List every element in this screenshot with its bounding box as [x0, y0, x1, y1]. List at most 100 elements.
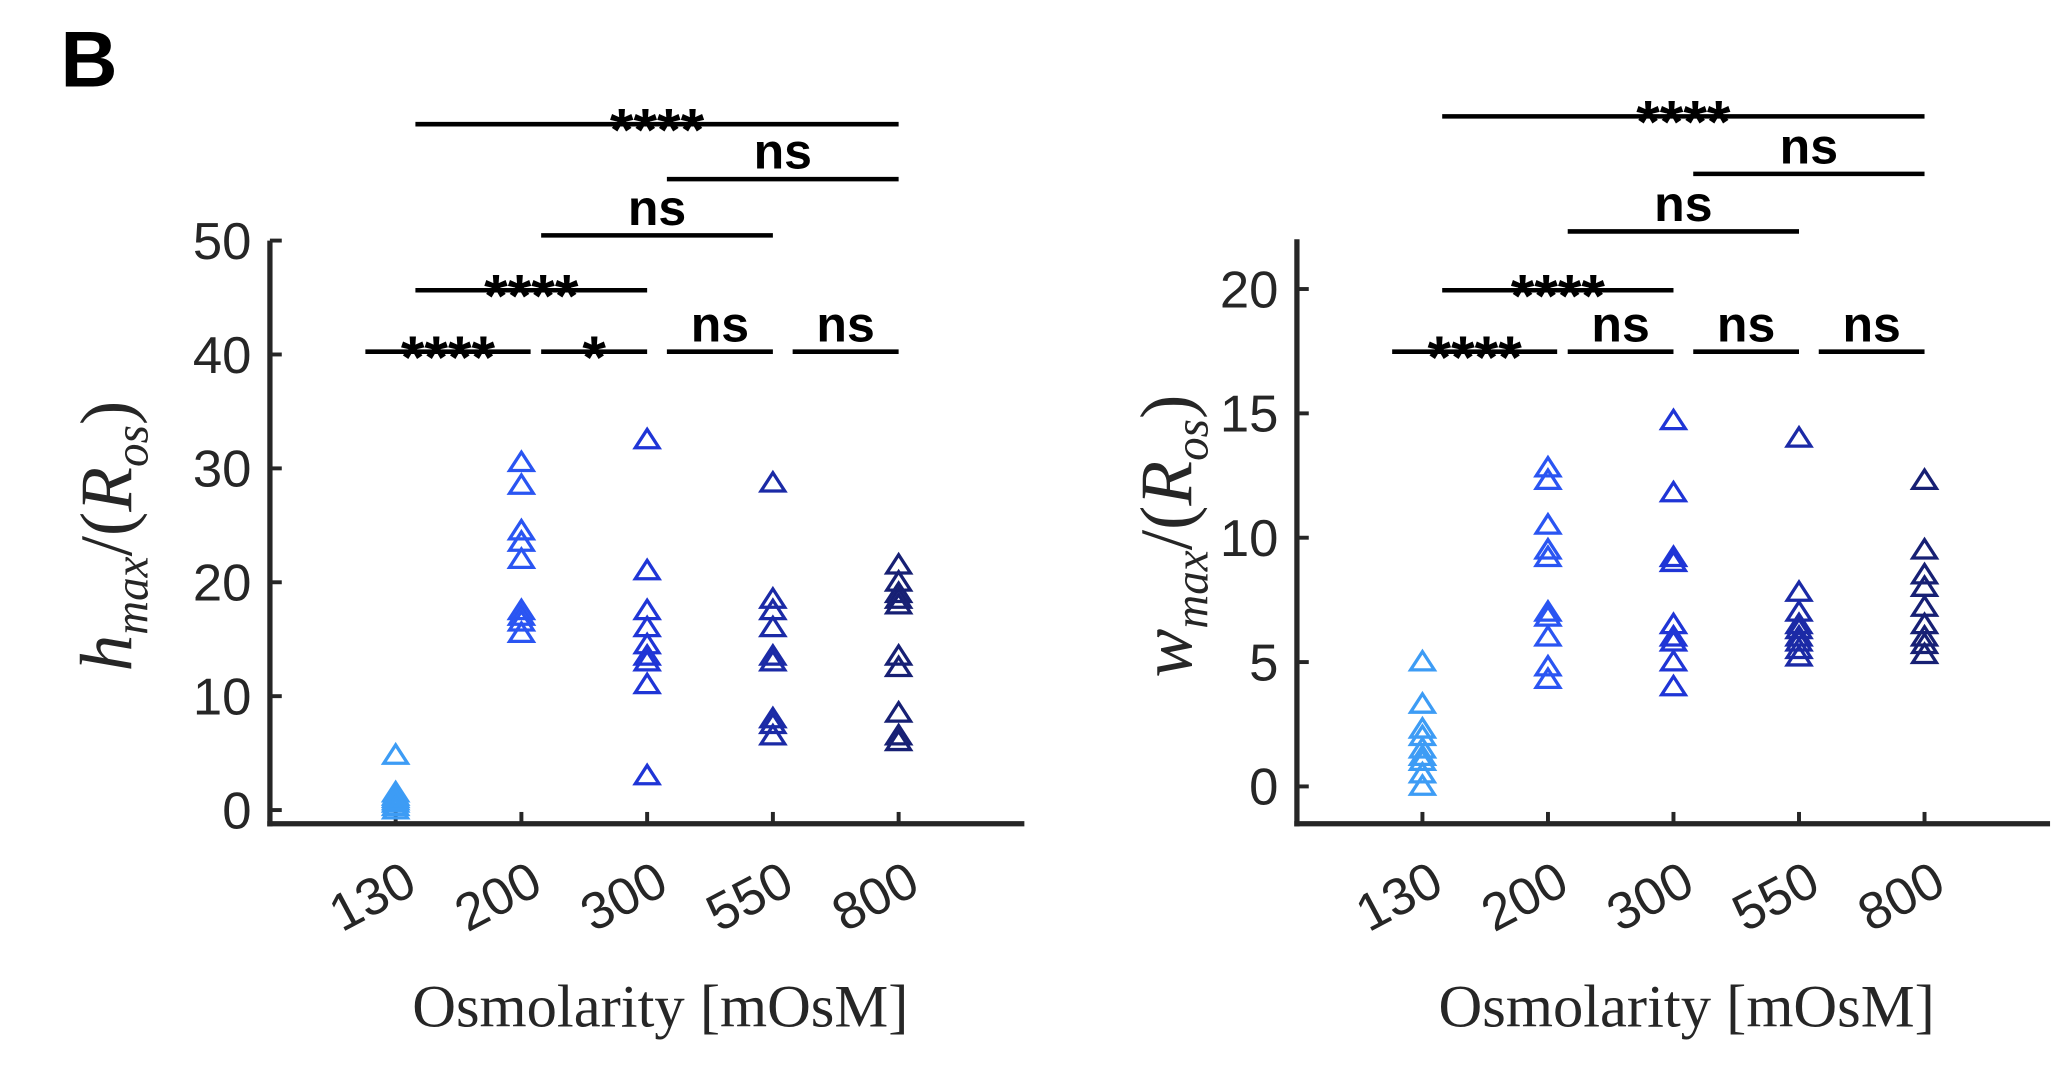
x-tick-label: 300 — [571, 850, 676, 943]
triangle-marker — [1784, 643, 1814, 667]
triangle-marker — [1533, 511, 1563, 535]
triangle-marker — [1658, 549, 1689, 573]
y-axis-label-part: R — [66, 467, 147, 513]
significance-label: ns — [691, 296, 749, 352]
triangle-marker — [1407, 772, 1438, 796]
y-axis-label-part: h — [66, 635, 147, 672]
y-tick-label: 0 — [1249, 758, 1278, 817]
triangle-marker — [1909, 641, 1940, 665]
triangle-marker — [506, 449, 537, 473]
significance-label: **** — [610, 96, 705, 164]
y-tick-label: 50 — [193, 212, 252, 271]
triangle-marker — [1784, 636, 1814, 660]
panel-label: B — [61, 16, 118, 104]
x-tick-label: 800 — [1849, 850, 1954, 943]
triangle-marker — [1533, 598, 1563, 622]
triangle-marker — [1658, 648, 1689, 672]
y-tick-label: 40 — [193, 326, 252, 385]
y-axis-label: hmax/(Ros) — [66, 401, 158, 672]
triangle-marker — [632, 648, 663, 672]
y-axis-label-part: max — [106, 556, 158, 634]
x-tick-label: 130 — [1346, 850, 1451, 943]
triangle-marker — [1909, 467, 1940, 490]
triangle-marker — [883, 642, 914, 666]
triangle-marker — [1784, 578, 1814, 602]
triangle-marker — [1658, 673, 1689, 697]
triangle-marker — [758, 711, 788, 735]
triangle-marker — [883, 722, 914, 746]
triangle-marker — [883, 585, 914, 609]
y-axis-label-part: ) — [66, 401, 147, 425]
triangle-marker — [883, 699, 914, 723]
triangle-marker — [632, 426, 663, 450]
triangle-marker — [506, 546, 537, 569]
triangle-marker — [1784, 424, 1814, 448]
triangle-marker — [1407, 648, 1438, 672]
significance-label: **** — [401, 323, 496, 391]
y-axis-label-part: w — [1126, 629, 1207, 678]
significance-label: * — [582, 323, 606, 391]
triangle-marker — [1407, 690, 1438, 714]
x-axis-label: Osmolarity [mOsM] — [1439, 974, 1935, 1041]
x-tick-label: 200 — [445, 850, 550, 943]
triangle-marker — [506, 471, 537, 495]
y-axis-label-part: os — [1166, 419, 1218, 461]
triangle-marker — [758, 648, 788, 672]
significance-label: ns — [1780, 119, 1838, 175]
triangle-marker — [1533, 665, 1563, 689]
significance-label: **** — [1636, 88, 1731, 156]
triangle-marker — [758, 585, 788, 609]
x-tick-label: 800 — [823, 850, 928, 943]
triangle-marker — [1658, 407, 1689, 431]
triangle-marker — [1533, 454, 1563, 478]
triangle-marker — [506, 517, 537, 541]
triangle-marker — [758, 642, 788, 666]
x-tick-label: 130 — [320, 850, 425, 943]
significance-label: ns — [1842, 296, 1900, 352]
significance-label: **** — [484, 262, 579, 330]
triangle-marker — [1407, 748, 1438, 772]
significance-label: ns — [816, 296, 874, 352]
x-tick-label: 300 — [1597, 850, 1702, 943]
y-tick-label: 0 — [222, 782, 251, 841]
triangle-marker — [1909, 536, 1940, 560]
y-tick-label: 20 — [193, 554, 252, 613]
triangle-marker — [883, 591, 914, 615]
significance-label: ns — [1717, 296, 1775, 352]
x-tick-label: 200 — [1472, 850, 1577, 943]
triangle-marker — [883, 728, 914, 752]
triangle-marker — [758, 614, 788, 638]
significance-label: ns — [754, 124, 812, 180]
y-axis-label-part: ) — [1126, 395, 1207, 419]
triangle-marker — [632, 671, 663, 695]
triangle-marker — [1533, 536, 1563, 560]
significance-label: **** — [1511, 262, 1606, 330]
triangle-marker — [1658, 479, 1689, 503]
triangle-marker — [1909, 561, 1940, 585]
x-tick-label: 550 — [1723, 850, 1828, 943]
triangle-marker — [1533, 544, 1563, 568]
triangle-marker — [758, 722, 788, 746]
triangle-marker — [1407, 760, 1438, 784]
triangle-marker — [632, 642, 663, 666]
triangle-marker — [380, 793, 411, 817]
significance-label: ns — [1654, 176, 1712, 232]
triangle-marker — [883, 654, 914, 678]
triangle-marker — [380, 787, 411, 811]
triangle-marker — [632, 762, 663, 786]
y-tick-label: 10 — [1220, 509, 1279, 568]
triangle-marker — [1533, 623, 1563, 647]
triangle-marker — [506, 608, 537, 632]
triangle-marker — [506, 620, 537, 644]
significance-label: ns — [1591, 296, 1649, 352]
triangle-marker — [1784, 628, 1814, 652]
y-tick-label: 20 — [1220, 260, 1279, 319]
y-tick-label: 5 — [1249, 634, 1278, 693]
triangle-marker — [506, 597, 537, 621]
triangle-marker — [1658, 623, 1689, 647]
triangle-marker — [1658, 544, 1689, 568]
triangle-marker — [1909, 631, 1940, 655]
x-tick-label: 550 — [697, 850, 802, 943]
x-axis-label: Osmolarity [mOsM] — [412, 974, 908, 1041]
